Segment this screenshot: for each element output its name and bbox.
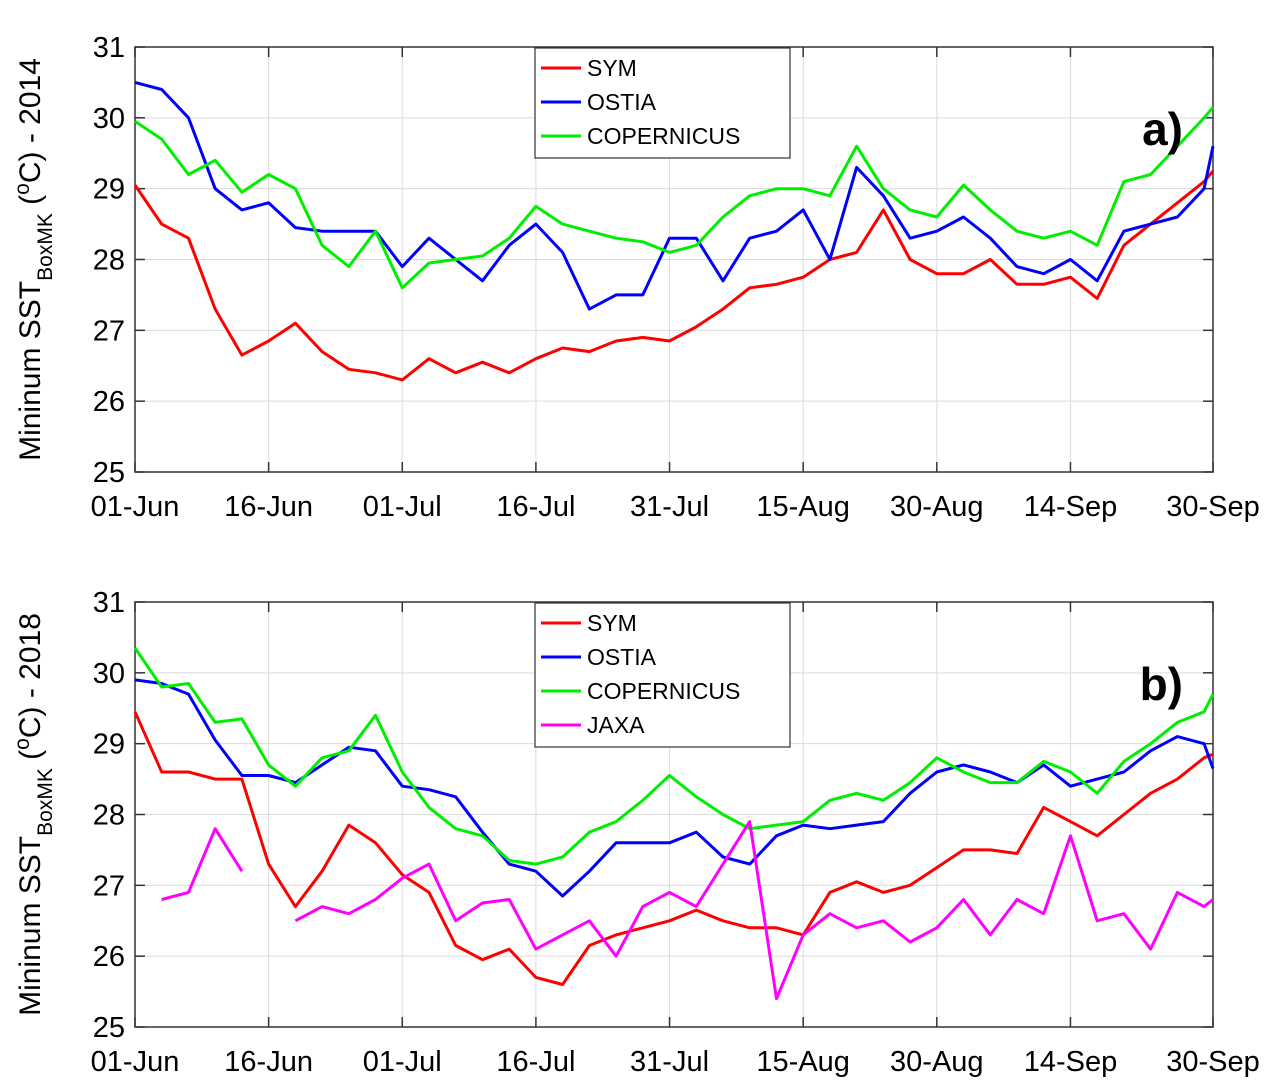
x-tick-label: 31-Jul [630, 1046, 709, 1078]
y-axis-label-part: o [11, 183, 34, 195]
x-tick-label: 16-Jun [224, 1046, 313, 1078]
plot-frame [134, 46, 1214, 473]
series-line [134, 678, 1215, 898]
x-tick-label: 30-Aug [890, 1046, 984, 1078]
y-tick-label: 27 [93, 870, 125, 902]
y-axis-label-part: o [11, 738, 34, 750]
y-axis-label-part: C) - 2014 [14, 58, 47, 183]
series-line [133, 711, 1214, 986]
y-tick-label: 25 [93, 1012, 125, 1044]
x-tick-label: 01-Jun [91, 1046, 180, 1078]
x-tick-label: 30-Sep [1166, 1046, 1260, 1078]
y-tick-label: 30 [93, 658, 125, 690]
legend-label: JAXA [587, 712, 645, 738]
y-tick-label: 25 [93, 457, 125, 489]
y-tick-label: 31 [93, 32, 125, 64]
x-tick-label: 01-Jul [363, 491, 442, 523]
y-tick-label: 26 [93, 941, 125, 973]
y-axis-label-part: Mininum SST [14, 836, 47, 1016]
x-tick-label: 14-Sep [1024, 491, 1118, 523]
y-tick-label: 26 [93, 386, 125, 418]
x-tick-label: 16-Jun [224, 491, 313, 523]
y-tick-label: 30 [93, 103, 125, 135]
series-line [134, 80, 1215, 311]
legend-label: COPERNICUS [587, 678, 740, 704]
x-tick-label: 14-Sep [1024, 1046, 1118, 1078]
series-line [133, 647, 1215, 866]
y-tick-label: 29 [93, 174, 125, 206]
y-axis-label-part: Mininum SST [14, 281, 47, 461]
legend-label: SYM [587, 610, 637, 636]
series-line [161, 820, 1214, 1001]
legend-label: OSTIA [587, 89, 657, 115]
y-tick-label: 27 [93, 315, 125, 347]
x-tick-label: 01-Jun [91, 491, 180, 523]
legend-label: OSTIA [587, 644, 657, 670]
legend-box [534, 602, 791, 748]
x-tick-label: 15-Aug [756, 491, 850, 523]
x-tick-label: 30-Sep [1166, 491, 1260, 523]
series-line [133, 170, 1215, 382]
y-axis-label: Mininum SSTBoxMK (oC) - 2014 [11, 58, 57, 461]
y-axis-label-part: BoxMK [34, 768, 57, 836]
y-tick-label: 28 [93, 245, 125, 277]
y-axis-label: Mininum SSTBoxMK (oC) - 2018 [11, 613, 57, 1016]
series-line [134, 106, 1215, 290]
panel-label: b) [1140, 658, 1183, 710]
x-tick-label: 31-Jul [630, 491, 709, 523]
y-tick-label: 28 [93, 800, 125, 832]
y-axis-label-part: C) - 2018 [14, 613, 47, 738]
x-tick-label: 30-Aug [890, 491, 984, 523]
y-axis-label-part: ( [14, 750, 47, 768]
x-tick-label: 15-Aug [756, 1046, 850, 1078]
legend-label: COPERNICUS [587, 123, 740, 149]
plot-frame [134, 601, 1214, 1028]
y-tick-label: 31 [93, 587, 125, 619]
x-tick-label: 16-Jul [496, 491, 575, 523]
y-axis-label-part: BoxMK [34, 213, 57, 281]
y-tick-label: 29 [93, 729, 125, 761]
legend-label: SYM [587, 55, 637, 81]
x-tick-label: 16-Jul [496, 1046, 575, 1078]
y-axis-label-part: ( [14, 195, 47, 213]
x-tick-label: 01-Jul [363, 1046, 442, 1078]
panel-label: a) [1142, 103, 1183, 155]
